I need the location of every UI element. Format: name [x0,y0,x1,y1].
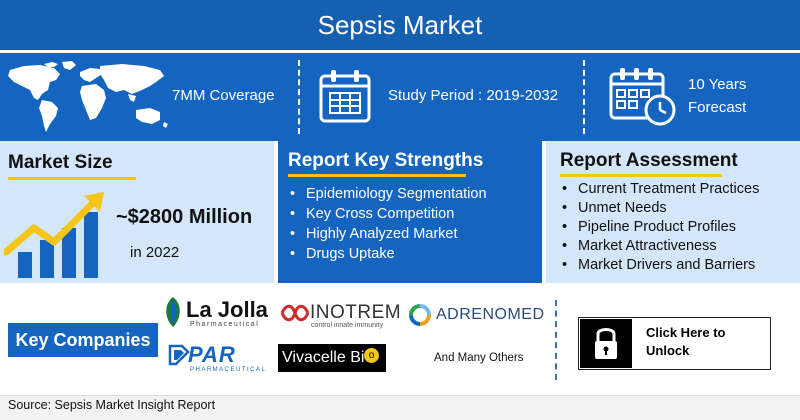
title-underline [288,174,466,177]
page-title: Sepsis Market [317,10,483,40]
par-logo-icon [168,344,190,366]
market-size-value: ~$2800 Million [116,206,253,228]
inotrem-name: INOTREM [310,302,402,323]
study-period-label: Study Period : 2019-2032 [388,87,559,104]
list-item: Drugs Uptake [290,244,535,264]
calendar-clock-icon [609,68,676,126]
list-item: Market Attractiveness [562,237,797,256]
market-size-title: Market Size [8,152,113,173]
key-strengths-list: Epidemiology Segmentation Key Cross Comp… [290,184,535,264]
key-strengths-title: Report Key Strengths [288,150,484,171]
vivacelle-suffix: o [364,348,379,363]
list-item: Current Treatment Practices [562,180,797,199]
lajolla-logo-icon [166,297,180,327]
list-item: Unmet Needs [562,199,797,218]
unlock-line2[interactable]: Unlock [646,343,690,358]
unlock-line1[interactable]: Click Here to [646,325,726,340]
title-underline [560,174,722,177]
forecast-line1: 10 Years [688,76,747,93]
title-underline [8,177,136,180]
report-assessment-list: Current Treatment Practices Unmet Needs … [562,180,797,275]
par-name: PAR [188,342,236,367]
padlock-icon[interactable] [580,319,632,368]
others-label: And Many Others [434,352,524,364]
footer-bar [0,395,800,420]
list-item: Pipeline Product Profiles [562,218,797,237]
lajolla-sub: Pharmaceutical [190,321,260,328]
world-map-icon [8,61,168,132]
band-divider [298,60,300,134]
calendar-icon [319,70,371,123]
header-divider [0,50,800,53]
list-item: Highly Analyzed Market [290,224,535,244]
forecast-line2: Forecast [688,99,747,116]
header-bar [0,0,800,50]
unlock-label[interactable]: Click Here to Unlock [646,324,766,360]
vivacelle-name: Vivacelle Bi [282,349,365,366]
source-note: Source: Sepsis Market Insight Report [8,398,216,412]
key-companies-label: Key Companies [8,323,158,357]
list-item: Key Cross Competition [290,204,535,224]
market-size-year: in 2022 [130,244,180,261]
band-divider [583,60,585,134]
report-assessment-title: Report Assessment [560,150,738,171]
adrenomed-logo-icon [409,304,431,326]
inotrem-sub: control innate immunity [311,322,383,329]
growth-chart-icon [4,192,104,278]
inotrem-logo-icon [280,304,310,322]
adrenomed-name: ADRENOMED [436,306,545,323]
list-item: Epidemiology Segmentation [290,184,535,204]
par-sub: PHARMACEUTICAL [190,367,267,373]
list-item: Market Drivers and Barriers [562,256,797,275]
coverage-label: 7MM Coverage [172,87,275,104]
padlock-icon-box[interactable] [580,319,632,368]
section-divider [555,300,557,380]
lajolla-name: La Jolla [186,297,268,322]
